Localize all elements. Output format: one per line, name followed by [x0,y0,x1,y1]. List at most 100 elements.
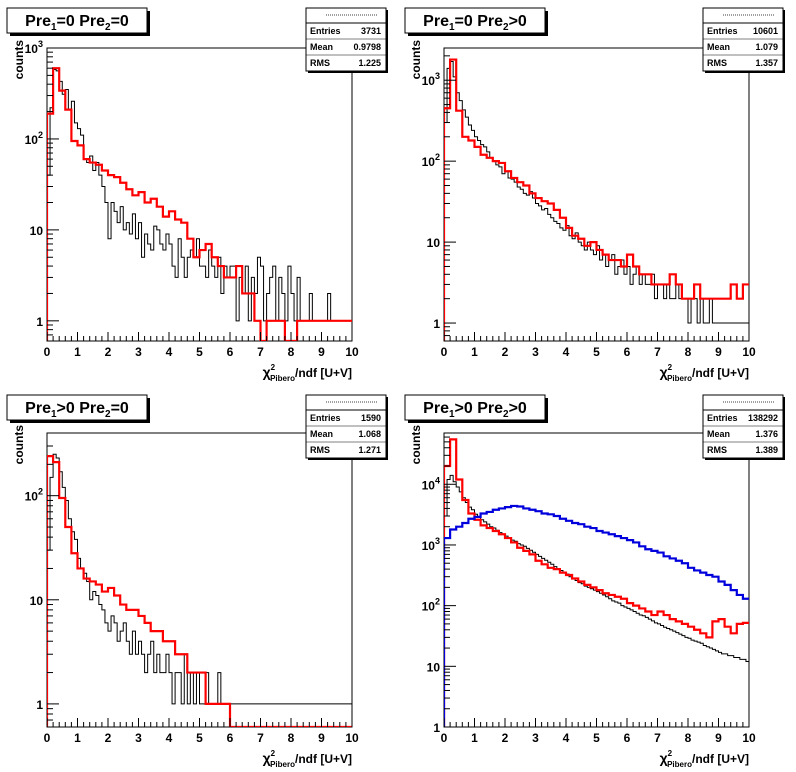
stats-label: Entries [707,413,738,423]
x-tick-label: 2 [105,345,112,359]
x-tick-label: 5 [593,345,600,359]
x-tick-label: 8 [685,345,692,359]
stats-label: Mean [707,429,730,439]
x-tick-label: 3 [532,731,539,745]
x-tick-label: 4 [166,731,173,745]
stats-label: Entries [707,26,738,36]
y-tick-label: 103 [422,71,440,88]
stats-value: 1.357 [755,58,778,68]
y-tick-label: 1 [433,721,440,735]
x-tick-label: 8 [288,345,295,359]
y-tick-label: 10 [30,224,44,238]
y-tick-label: 10 [30,594,44,608]
stats-value: 1.376 [755,429,778,439]
title-box [404,394,546,421]
x-tick-label: 7 [257,731,264,745]
stats-value: 1590 [361,413,381,423]
x-tick-label: 5 [196,731,203,745]
x-tick-label: 6 [227,731,234,745]
plot-frame [443,432,750,728]
stats-value: 1.389 [755,445,778,455]
stats-value: 1.271 [358,445,381,455]
stats-label: Mean [707,42,730,52]
x-tick-label: 1 [74,731,81,745]
x-tick-label: 7 [654,345,661,359]
x-tick-label: 1 [471,345,478,359]
histogram-series-3 [444,504,749,727]
y-axis-title: counts [409,425,423,465]
x-tick-label: 6 [227,345,234,359]
stats-value: 1.068 [358,429,381,439]
histogram-series-1 [47,69,352,341]
x-axis-title: χ2 Pibero/ndf [U+V] [263,363,352,383]
histogram-series-1 [47,453,352,727]
histogram-series-2 [444,438,749,727]
y-tick-label: 1 [433,317,440,331]
x-tick-label: 8 [685,731,692,745]
histogram-series-1 [444,61,749,341]
x-tick-label: 9 [318,731,325,745]
stats-value: 138292 [748,413,778,423]
y-axis-title: counts [12,40,26,80]
histogram-series-2 [444,58,749,341]
x-tick-label: 4 [563,731,570,745]
x-tick-label: 8 [288,731,295,745]
stats-label: Entries [310,413,341,423]
x-axis-title: χ2 Pibero/ndf [U+V] [660,749,749,769]
x-tick-label: 2 [502,345,509,359]
x-tick-label: 2 [105,731,112,745]
title-box [6,394,148,421]
x-tick-label: 10 [742,731,756,745]
x-tick-label: 7 [257,345,264,359]
y-tick-label: 1 [36,698,43,712]
x-tick-label: 1 [471,731,478,745]
x-tick-label: 1 [74,345,81,359]
stats-value: 1.225 [358,58,381,68]
x-tick-label: 0 [44,731,51,745]
y-tick-label: 1 [36,315,43,329]
x-tick-label: 3 [532,345,539,359]
y-tick-label: 102 [422,152,440,169]
y-tick-label: 103 [422,536,440,553]
plot-frame [46,47,353,342]
x-tick-label: 4 [166,345,173,359]
title-box [404,7,546,34]
y-tick-label: 102 [25,487,43,504]
stats-label: Entries [310,26,341,36]
panel-title: Pre1>0 Pre2>0 [423,400,527,420]
y-tick-label: 10 [427,236,441,250]
title-box [6,7,148,34]
stats-box [702,394,784,459]
y-axis-title: counts [12,425,26,465]
panel-title: Pre1=0 Pre2>0 [423,13,527,33]
y-tick-label: 10 [427,660,441,674]
x-tick-label: 5 [593,731,600,745]
histogram-series-2 [47,454,352,727]
histogram-series-1 [444,474,749,727]
x-tick-label: 5 [196,345,203,359]
stats-label: RMS [707,58,727,68]
x-axis-title: χ2 Pibero/ndf [U+V] [660,363,749,383]
plot-frame [443,47,750,342]
x-axis-title: χ2 Pibero/ndf [U+V] [263,749,352,769]
y-axis-title: counts [409,40,423,80]
x-tick-label: 6 [624,731,631,745]
x-tick-label: 0 [441,731,448,745]
x-tick-label: 10 [345,731,359,745]
x-tick-label: 6 [624,345,631,359]
panel-title: Pre1=0 Pre2=0 [25,13,129,33]
stats-label: Mean [310,42,333,52]
stats-box [305,394,387,459]
stats-box [702,7,784,72]
stats-box [305,7,387,72]
x-tick-label: 10 [742,345,756,359]
y-tick-label: 104 [422,475,440,492]
histogram-series-2 [47,67,352,341]
stats-value: 0.9798 [353,42,381,52]
y-tick-label: 102 [422,597,440,614]
x-tick-label: 4 [563,345,570,359]
